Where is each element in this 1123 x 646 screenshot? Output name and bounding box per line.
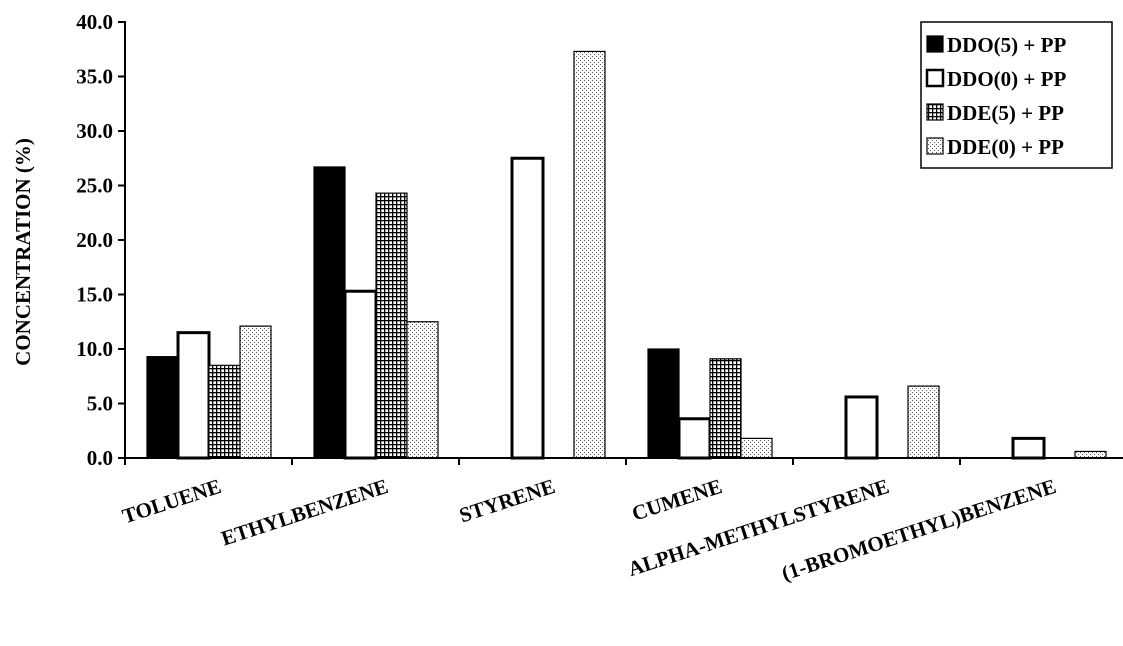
y-tick-label: 30.0 xyxy=(76,119,113,143)
legend-swatch xyxy=(926,35,944,53)
bar-ddo-0-pp-alpha-methylstyrene xyxy=(844,395,879,460)
bar-ddo-0-pp-styrene xyxy=(510,156,545,460)
legend: DDO(5) + PP DDO(0) + PP DDE(5) + PP DDE(0) … xyxy=(920,21,1113,169)
legend-swatch xyxy=(925,68,945,88)
legend-swatch xyxy=(926,103,944,121)
bar-dde-0-pp-ethylbenzene xyxy=(406,321,439,459)
bar-dde-0-pp-styrene xyxy=(573,50,606,459)
legend-label: DDO(0) + PP xyxy=(947,67,1066,91)
bar-dde-0-pp-toluene xyxy=(239,325,272,459)
category-label: ETHYLBENZENE xyxy=(218,474,391,551)
bar-ddo-0-pp-1-bromoethyl-benzene xyxy=(1011,436,1046,460)
category-label: STYRENE xyxy=(456,474,558,527)
y-tick-label: 25.0 xyxy=(76,174,113,198)
category-label: TOLUENE xyxy=(119,474,224,528)
y-tick-label: 0.0 xyxy=(87,446,113,470)
bar-ddo-5-pp-toluene xyxy=(146,356,179,459)
bar-ddo-0-pp-toluene xyxy=(176,331,211,460)
bars xyxy=(146,50,1107,460)
bar-dde-5-pp-cumene xyxy=(709,358,742,459)
y-tick-label: 35.0 xyxy=(76,65,113,89)
y-axis-title: CONCENTRATION (%) xyxy=(11,138,35,366)
y-tick-label: 5.0 xyxy=(87,392,113,416)
bar-dde-0-pp-cumene xyxy=(740,437,773,459)
legend-swatch xyxy=(926,137,944,155)
y-tick-label: 20.0 xyxy=(76,228,113,252)
bar-ddo-0-pp-cumene xyxy=(677,417,712,460)
category-label: (1-BROMOETHYL)BENZENE xyxy=(779,474,1059,586)
category-label: CUMENE xyxy=(629,474,725,526)
y-tick-label: 15.0 xyxy=(76,283,113,307)
legend-label: DDE(5) + PP xyxy=(947,101,1064,125)
y-axis-ticks: 0.0 5.0 10.0 15.0 20.0 25.0 30.0 35.0 40.0 xyxy=(76,10,961,470)
y-tick-label: 40.0 xyxy=(76,10,113,34)
bar-ddo-5-pp-cumene xyxy=(647,348,680,459)
bar-dde-5-pp-ethylbenzene xyxy=(375,192,408,459)
legend-label: DDO(5) + PP xyxy=(947,33,1066,57)
legend-label: DDE(0) + PP xyxy=(947,135,1064,159)
y-axis-label: CONCENTRATION (%) xyxy=(11,138,35,366)
bar-dde-5-pp-toluene xyxy=(208,364,241,459)
y-tick-label: 10.0 xyxy=(76,337,113,361)
bar-ddo-5-pp-ethylbenzene xyxy=(313,166,346,459)
bar-dde-0-pp-alpha-methylstyrene xyxy=(907,385,940,459)
legend-box xyxy=(920,21,1113,169)
bar-ddo-0-pp-ethylbenzene xyxy=(343,289,378,460)
